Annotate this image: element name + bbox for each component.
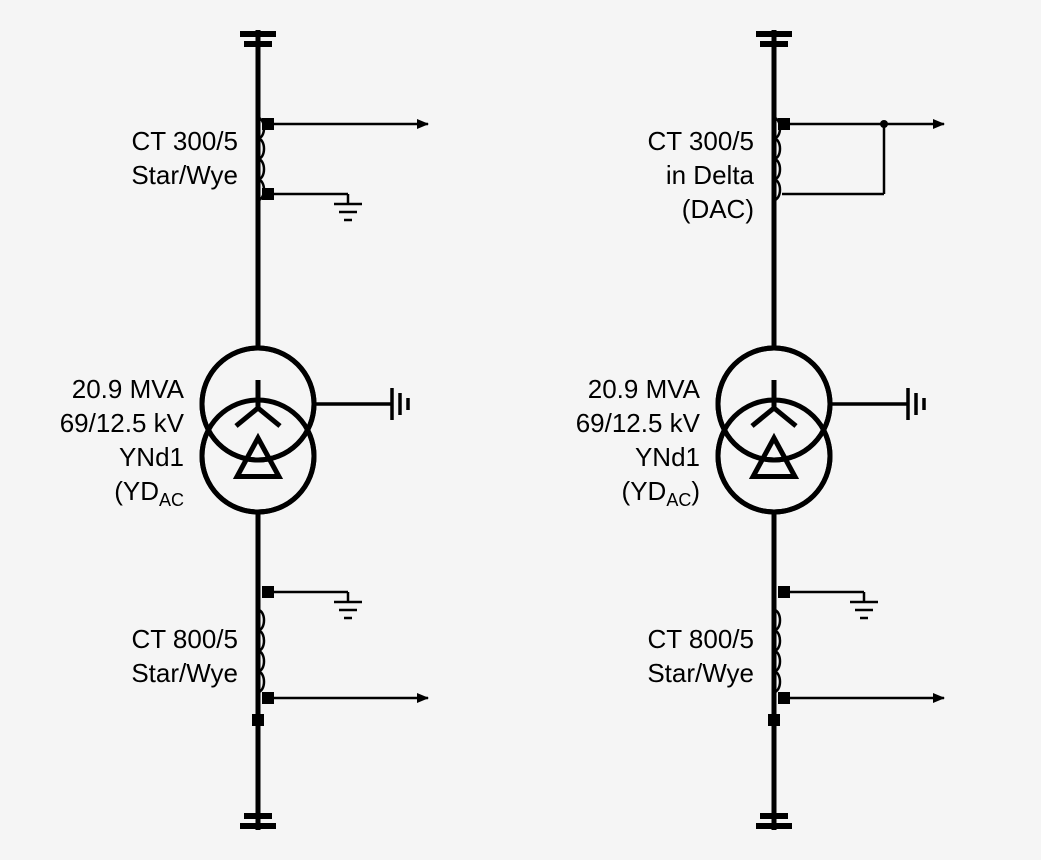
ct-bot-label-1: Star/Wye — [647, 658, 754, 688]
xfmr-label-1: 69/12.5 kV — [576, 408, 701, 438]
xfmr-label-2: YNd1 — [119, 442, 184, 472]
xfmr-label-0: 20.9 MVA — [588, 374, 701, 404]
ct-bot-label-0: CT 800/5 — [132, 624, 238, 654]
ct-bot-label-0: CT 800/5 — [648, 624, 754, 654]
xfmr-label-1: 69/12.5 kV — [60, 408, 185, 438]
ct-top-label-0: CT 300/5 — [648, 126, 754, 156]
ct-top-label-2: (DAC) — [682, 194, 754, 224]
column-right: CT 300/5 in Delta (DAC) 20.9 MVA 69/12.5 kV Y… — [576, 30, 944, 830]
column-left: CT 300/5 Star/Wye 20.9 MVA 69/12.5 kV YNd1 (Y… — [60, 30, 428, 830]
xfmr-label-3: (YDAC — [114, 476, 184, 510]
transformer-single-line-diagram: CT 300/5 Star/Wye 20.9 MVA 69/12.5 kV YNd1 (Y… — [0, 0, 1041, 860]
ct-bot-label-1: Star/Wye — [131, 658, 238, 688]
xfmr-label-0: 20.9 MVA — [72, 374, 185, 404]
ct-top-label-1: in Delta — [666, 160, 755, 190]
ct-top-label-1: Star/Wye — [131, 160, 238, 190]
ct-top-label-0: CT 300/5 — [132, 126, 238, 156]
xfmr-label-2: YNd1 — [635, 442, 700, 472]
xfmr-label-3: (YDAC) — [622, 476, 700, 510]
